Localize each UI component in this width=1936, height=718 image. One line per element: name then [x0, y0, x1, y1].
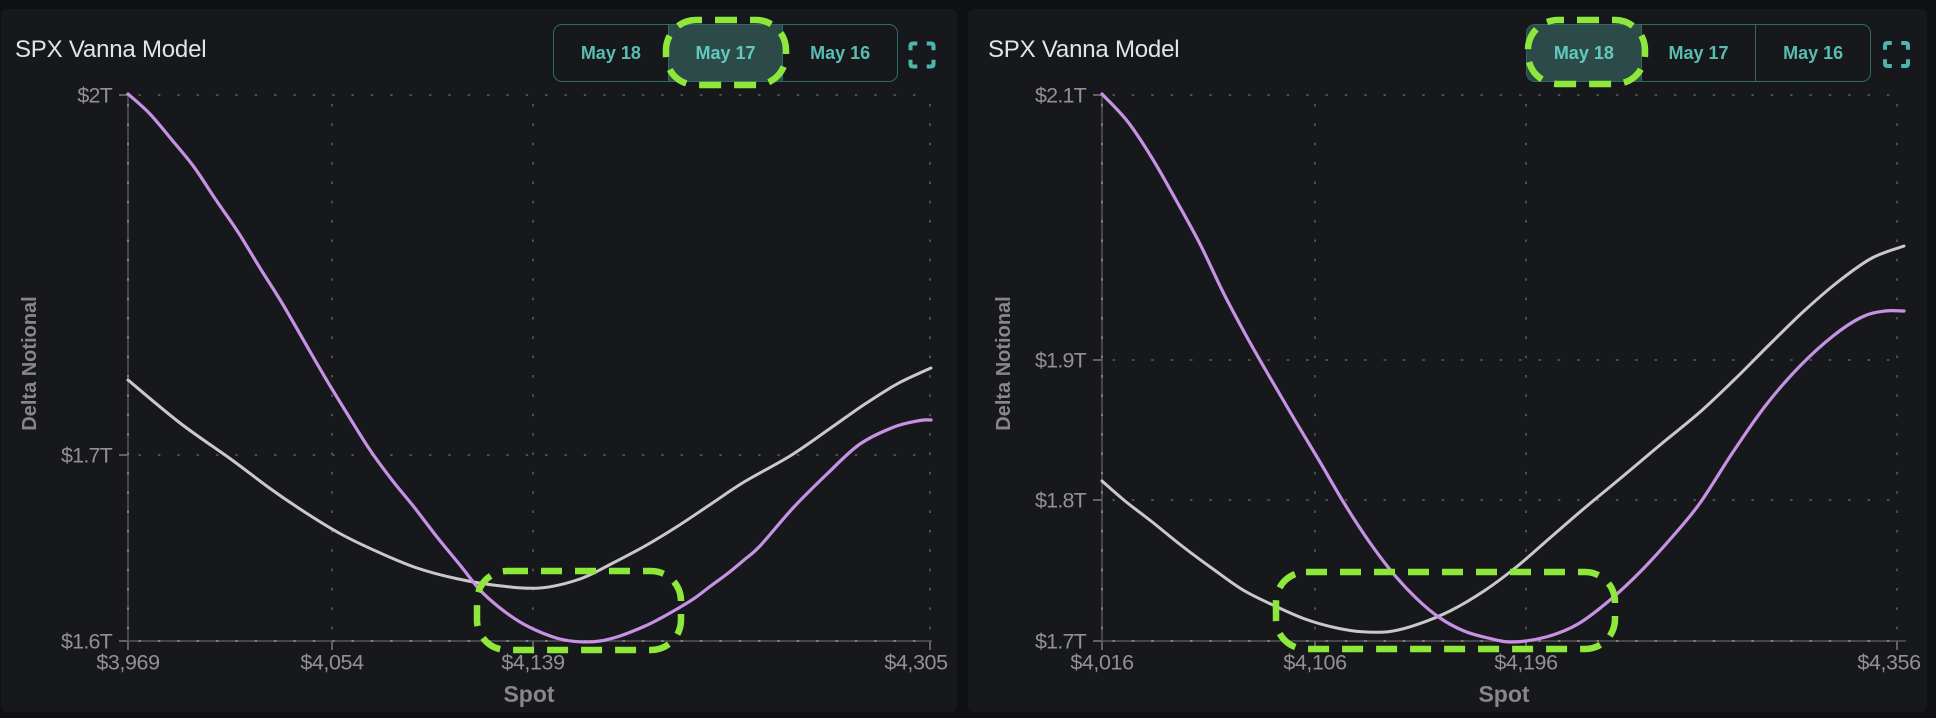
- svg-text:$2.1T: $2.1T: [1035, 84, 1087, 108]
- svg-text:Delta Notional: Delta Notional: [993, 296, 1015, 430]
- svg-text:$4,106: $4,106: [1283, 651, 1347, 675]
- svg-text:$3,969: $3,969: [96, 651, 159, 675]
- svg-text:$2T: $2T: [77, 84, 112, 108]
- svg-text:$4,356: $4,356: [1857, 651, 1921, 675]
- svg-text:$4,054: $4,054: [300, 651, 364, 675]
- svg-text:$4,139: $4,139: [501, 651, 564, 675]
- svg-text:$1.7T: $1.7T: [1035, 630, 1087, 654]
- svg-text:Spot: Spot: [503, 681, 554, 707]
- svg-text:Delta Notional: Delta Notional: [19, 296, 41, 430]
- svg-text:$1.6T: $1.6T: [61, 630, 113, 654]
- svg-text:$4,016: $4,016: [1070, 651, 1134, 675]
- svg-text:$1.8T: $1.8T: [1035, 489, 1087, 513]
- svg-text:Spot: Spot: [1478, 681, 1529, 707]
- svg-text:$4,305: $4,305: [884, 651, 948, 675]
- svg-text:$1.7T: $1.7T: [61, 444, 113, 468]
- svg-text:$4,196: $4,196: [1494, 651, 1558, 675]
- svg-text:$1.9T: $1.9T: [1035, 349, 1087, 373]
